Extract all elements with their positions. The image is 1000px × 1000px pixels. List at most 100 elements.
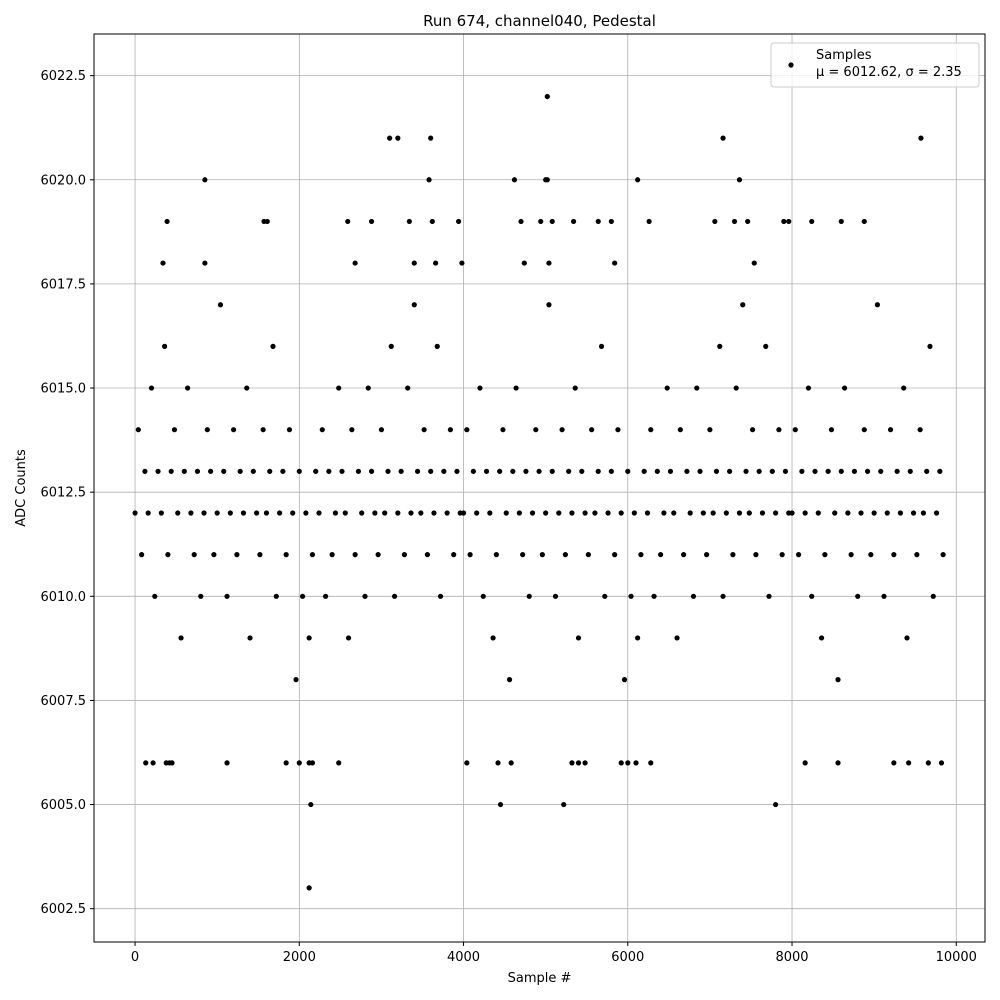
- data-point: [352, 552, 358, 558]
- data-point: [552, 593, 559, 599]
- data-point: [625, 468, 631, 474]
- data-point: [864, 468, 871, 474]
- data-point: [745, 218, 751, 225]
- data-point: [904, 635, 910, 641]
- data-point: [838, 468, 844, 474]
- data-point: [556, 510, 562, 516]
- data-point: [447, 427, 453, 433]
- data-point: [309, 760, 316, 766]
- data-point: [851, 468, 858, 474]
- y-tick-label: 6010.0: [41, 590, 87, 605]
- data-point: [429, 218, 435, 225]
- y-tick-label: 6020.0: [41, 173, 87, 188]
- x-axis-ticks: 0 2000 4000 6000 8000 10000: [131, 942, 977, 965]
- data-point: [171, 427, 178, 433]
- data-point: [526, 593, 532, 599]
- data-point: [772, 801, 779, 808]
- data-point: [322, 593, 329, 599]
- data-point: [717, 343, 723, 349]
- data-point: [270, 343, 276, 349]
- data-point: [231, 427, 237, 433]
- data-point: [359, 510, 365, 516]
- data-point: [286, 427, 293, 433]
- data-point: [763, 343, 769, 349]
- data-point: [520, 552, 526, 558]
- data-point: [891, 552, 897, 558]
- data-point: [917, 427, 923, 433]
- data-point: [267, 468, 273, 474]
- data-point: [382, 510, 388, 516]
- data-point: [572, 385, 578, 391]
- x-tick-label: 8000: [775, 950, 808, 965]
- data-point: [431, 510, 437, 516]
- data-point: [595, 218, 601, 225]
- data-point: [543, 510, 549, 516]
- data-point: [411, 260, 417, 266]
- data-point: [460, 510, 467, 516]
- data-point: [500, 427, 506, 433]
- y-tick-label: 6017.5: [41, 277, 87, 292]
- data-point: [283, 760, 289, 766]
- data-point: [828, 427, 835, 433]
- data-point: [283, 552, 289, 558]
- data-point: [516, 510, 522, 516]
- data-point: [513, 385, 519, 391]
- data-point: [378, 427, 385, 433]
- data-point: [506, 677, 513, 683]
- data-point: [805, 385, 812, 391]
- data-point: [635, 635, 641, 641]
- data-point: [720, 593, 726, 599]
- data-point: [582, 510, 588, 516]
- data-point: [474, 510, 480, 516]
- data-point: [809, 593, 815, 599]
- data-point: [769, 468, 775, 474]
- data-point: [753, 552, 759, 558]
- data-point: [779, 552, 785, 558]
- data-point: [651, 593, 657, 599]
- y-tick-label: 6005.0: [41, 798, 87, 813]
- data-point: [418, 510, 424, 516]
- data-point: [244, 385, 250, 391]
- data-point: [832, 510, 838, 516]
- data-point: [395, 135, 401, 141]
- data-point: [135, 427, 141, 433]
- data-point: [139, 552, 145, 558]
- data-point: [924, 468, 930, 474]
- data-point: [589, 427, 595, 433]
- x-tick-label: 4000: [447, 950, 480, 965]
- data-point: [480, 593, 486, 599]
- data-point: [306, 635, 312, 641]
- y-tick-label: 6012.5: [41, 486, 87, 501]
- x-tick-label: 6000: [611, 950, 644, 965]
- data-point: [483, 468, 490, 474]
- data-point: [612, 260, 618, 266]
- x-tick-label: 0: [131, 950, 139, 965]
- data-point: [625, 760, 631, 766]
- data-point: [766, 593, 772, 599]
- data-point: [273, 593, 279, 599]
- data-point: [561, 801, 567, 808]
- data-point: [690, 593, 697, 599]
- data-point: [694, 385, 700, 391]
- data-point: [264, 218, 270, 225]
- data-point: [336, 760, 342, 766]
- data-point: [405, 385, 411, 391]
- data-point: [493, 552, 499, 558]
- data-point: [891, 760, 897, 766]
- data-point: [544, 93, 550, 100]
- data-point: [927, 343, 933, 349]
- data-point: [437, 593, 444, 599]
- data-point: [731, 218, 738, 225]
- data-point: [546, 302, 552, 308]
- data-point: [414, 468, 421, 474]
- data-point: [538, 218, 544, 225]
- data-point: [428, 468, 434, 474]
- data-point: [918, 135, 924, 141]
- data-point: [736, 510, 743, 516]
- data-point: [201, 510, 207, 516]
- data-point: [772, 510, 779, 516]
- data-point: [368, 218, 375, 225]
- data-point: [802, 760, 808, 766]
- data-point: [937, 468, 943, 474]
